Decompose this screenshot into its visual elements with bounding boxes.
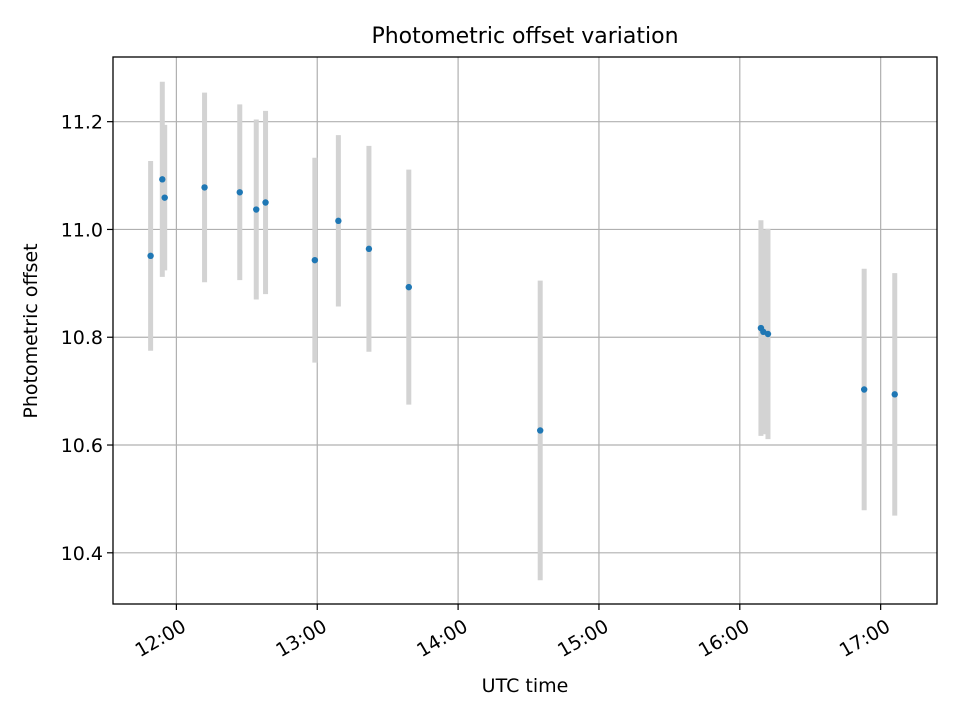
data-point: [253, 206, 260, 213]
data-point: [405, 283, 412, 291]
y-axis-ticks: 10.4 10.6 10.8 11.0 11.2: [61, 112, 113, 565]
y-tick-label: 10.6: [61, 435, 103, 457]
data-point: [262, 199, 269, 206]
y-tick-label: 10.4: [61, 543, 103, 565]
y-tick-label: 11.0: [61, 219, 103, 241]
chart-title: Photometric offset variation: [371, 24, 678, 49]
data-point: [365, 245, 373, 253]
data-points: [147, 176, 898, 434]
x-tick-label: 12:00: [131, 615, 189, 661]
data-point: [311, 256, 319, 264]
x-tick-label: 13:00: [272, 615, 330, 661]
data-point: [159, 176, 166, 183]
y-tick-label: 11.2: [61, 112, 103, 134]
plot-frame: [112, 56, 938, 605]
data-point: [891, 391, 898, 398]
error-bars: [148, 81, 898, 581]
data-point: [236, 189, 243, 196]
data-point: [764, 330, 772, 338]
data-point: [161, 194, 168, 201]
x-axis-ticks: 12:00 13:00 14:00 15:00 16:00 17:00: [131, 604, 894, 662]
x-tick-label: 15:00: [554, 615, 612, 661]
y-tick-label: 10.8: [61, 327, 103, 349]
x-tick-label: 17:00: [836, 615, 894, 661]
grid: [113, 57, 937, 604]
data-point: [201, 184, 208, 191]
y-axis-label: Photometric offset: [20, 243, 42, 418]
data-point: [147, 252, 154, 260]
data-point: [860, 386, 868, 393]
x-axis-label: UTC time: [482, 675, 569, 697]
data-point: [537, 427, 544, 434]
data-point: [335, 217, 342, 225]
x-tick-label: 14:00: [413, 615, 471, 661]
x-tick-label: 16:00: [695, 615, 753, 661]
